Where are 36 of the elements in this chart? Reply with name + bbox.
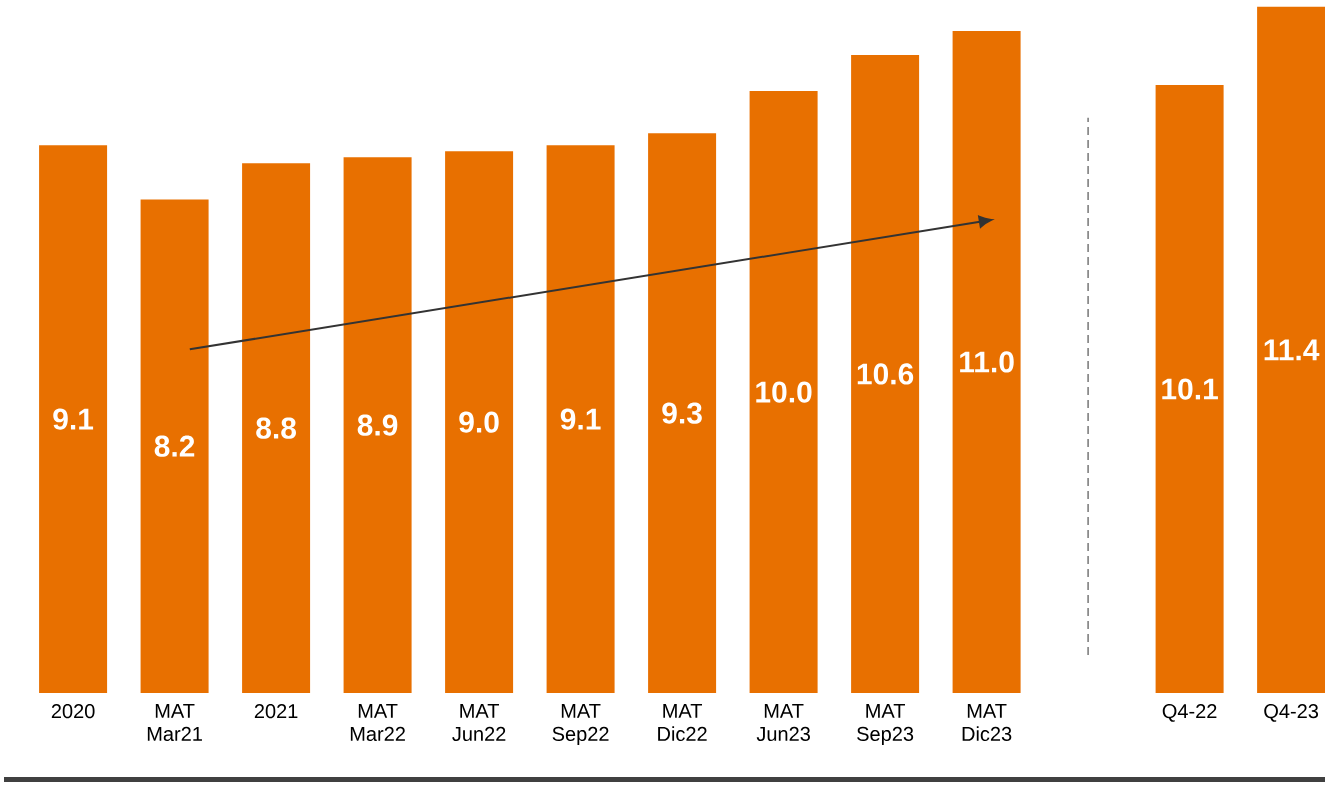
bar	[546, 145, 615, 693]
data-label: 11.4	[1264, 339, 1320, 361]
data-label: 11.0	[960, 351, 1014, 373]
data-label: 10.6	[857, 363, 914, 385]
x-tick-label: Q4-23	[1264, 704, 1319, 722]
data-label: 9.1	[53, 408, 94, 430]
data-label: 8.8	[256, 417, 296, 439]
bar	[140, 199, 209, 693]
data-label: 8.9	[357, 414, 398, 436]
x-tick-label: MAT Dic22	[658, 704, 707, 742]
x-tick-label: 2021	[254, 704, 298, 719]
x-tick-label: MAT Jun22	[452, 704, 506, 742]
bar	[39, 145, 108, 693]
data-label: 10.0	[756, 381, 812, 403]
bar	[1257, 6, 1325, 693]
x-tick-label: MAT Mar22	[350, 704, 405, 742]
x-tick-label: 2020	[51, 704, 95, 719]
x-tick-label: MAT Mar21	[147, 704, 202, 742]
bar	[343, 157, 412, 693]
bar	[445, 151, 514, 693]
bar	[242, 163, 311, 693]
data-label: 9.0	[459, 411, 499, 433]
bar	[1155, 85, 1224, 693]
x-tick-label: Q4-22	[1162, 704, 1217, 722]
data-label: 9.1	[560, 408, 601, 430]
x-tick-label: MAT Sep22	[552, 704, 609, 745]
x-tick-label: MAT Sep23	[857, 704, 914, 745]
data-label: 10.1	[1162, 378, 1218, 400]
data-label: 9.3	[662, 402, 702, 424]
bar	[648, 133, 717, 693]
bar	[952, 30, 1021, 693]
data-label: 8.2	[154, 435, 195, 457]
bar	[749, 91, 818, 693]
x-tick-label: MAT Jun23	[756, 704, 810, 742]
bar	[851, 54, 920, 693]
x-tick-label: MAT Dic23	[962, 704, 1012, 742]
